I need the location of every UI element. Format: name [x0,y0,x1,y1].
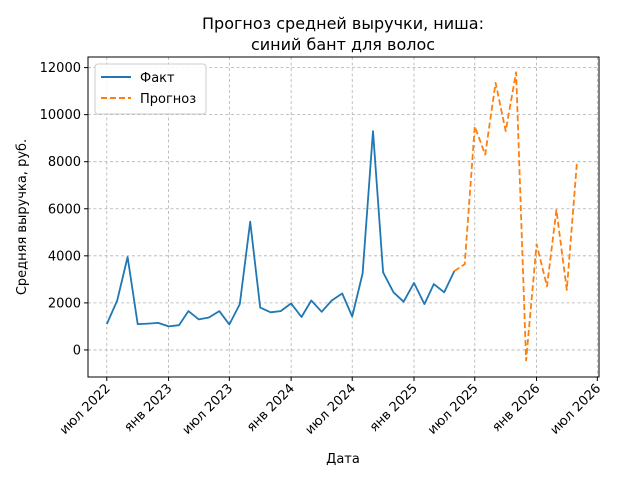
x-tick-label: июл 2024 [303,381,360,438]
y-tick-label: 0 [73,343,81,358]
chart-title-line1: Прогноз средней выручки, ниша: [202,14,484,33]
y-tick-label: 8000 [48,155,81,170]
x-tick-label: июл 2026 [548,381,605,438]
chart-title-line2: синий бант для волос [251,35,435,54]
grid [88,57,599,377]
x-tick-label: июл 2025 [425,381,482,438]
y-tick-label: 6000 [48,202,81,217]
x-tick-label: июл 2022 [57,381,114,438]
y-tick-label: 2000 [48,296,81,311]
plot-frame [87,56,600,378]
x-tick-label: янв 2024 [244,381,298,435]
y-tick-label: 10000 [40,108,81,123]
y-tick-label: 4000 [48,249,81,264]
y-axis: 0 2000 4000 6000 8000 10000 12000 [40,61,88,358]
x-tick-label: янв 2026 [489,381,543,435]
y-axis-label: Средняя выручка, руб. [15,139,30,295]
legend-label-fact: Факт [140,71,175,86]
x-axis: июл 2022 янв 2023 июл 2023 янв 2024 июл 2024… [57,377,604,438]
series-line-forecast [453,71,578,362]
legend-label-forecast: Прогноз [140,92,196,107]
x-axis-label: Дата [326,452,360,467]
legend: Факт Прогноз [94,63,207,115]
x-tick-label: июл 2023 [180,381,237,438]
x-tick-label: янв 2023 [122,381,176,435]
y-tick-label: 12000 [40,61,81,76]
x-tick-label: янв 2025 [367,381,421,435]
series-line-fact [105,130,456,328]
series-layer [105,71,578,362]
